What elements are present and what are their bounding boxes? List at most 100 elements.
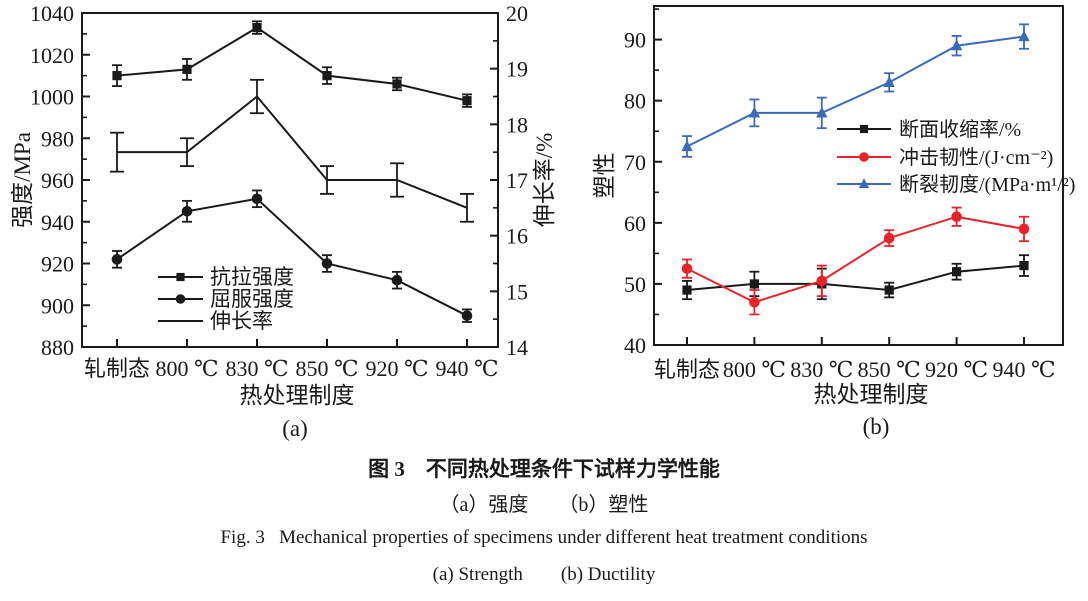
x-tick-label: 800 ℃ [155,356,218,381]
legend-marker [859,152,869,162]
y-tick-label: 18 [506,112,528,137]
series-line [686,35,1025,148]
data-point-marker [681,140,693,152]
caption-en: Fig. 3 Mechanical properties of specimen… [220,526,868,548]
legend-marker [176,272,185,282]
data-point-marker [1019,260,1029,271]
data-point-marker [111,254,123,265]
panel-label: (a) [282,416,308,441]
data-point-marker [392,79,402,89]
data-point-marker [681,263,693,274]
x-tick-label: 850 ℃ [295,356,358,381]
data-point-marker [181,206,193,217]
charts-row: 880 900 920 940 960 980 1000 1020 1040 强度/MPa 14 15… [10,1,1075,441]
data-point-marker [1018,223,1030,235]
y-tick-label: 80 [624,89,646,114]
series-line [117,95,468,209]
series-1 [111,189,473,323]
data-point-marker [749,296,760,308]
y-tick-label: 1040 [30,1,74,26]
data-point-marker [1018,30,1030,42]
y-axis-label-left: 塑性 [592,153,617,199]
x-tick-label: 940 ℃ [435,356,498,381]
y-axis-label-left: 强度/MPa [10,132,35,228]
series-1 [681,206,1030,316]
x-tick-label: 940 ℃ [992,357,1055,382]
caption-cn-sub: （a）强度 （b）塑性 [439,494,649,516]
data-point-marker [182,64,192,74]
legend-label: 断面收缩率/% [899,118,1021,141]
data-point-marker [391,274,403,286]
y-axis-left: 880 900 920 940 960 980 1000 1020 1040 [30,1,90,360]
series-0 [682,254,1029,301]
y-axis-label-right: 伸长率/% [532,133,557,228]
legend-label: 抗拉强度 [210,265,294,289]
data-point-marker [816,275,828,287]
data-point-marker [816,106,828,118]
y-tick-label: 880 [41,335,74,360]
y-tick-label: 900 [41,293,74,318]
y-tick-label: 20 [506,1,528,26]
legend-marker [859,124,869,134]
data-point-marker [682,285,692,295]
chart-a-strength: 880 900 920 940 960 980 1000 1020 1040 强度/MPa 14 15… [10,1,557,441]
x-tick-label: 轧制态 [654,357,720,382]
x-axis-label: 热处理制度 [240,383,355,408]
y-tick-label: 920 [41,252,74,277]
y-tick-label: 50 [624,272,646,297]
caption-en-sub: (a) Strength (b) Ductility [432,564,656,585]
panel-label: (b) [863,414,890,439]
y-axis-left: 40 50 60 70 80 90 [624,8,662,358]
y-tick-label: 1020 [30,43,74,68]
series-line [686,215,1025,304]
data-point-marker [462,96,472,106]
x-axis-label: 热处理制度 [814,382,929,407]
x-tick-label: 830 ℃ [790,357,853,382]
data-point-marker [952,267,962,277]
data-point-marker [251,193,263,205]
series-line [116,26,468,102]
legend: 断面收缩率/% 冲击韧性/(J·cm⁻²) 断裂韧度/(MPa·m¹/²) [837,118,1075,196]
series-0 [112,20,472,108]
legend-label: 伸长率 [210,309,273,333]
series-2 [681,23,1030,158]
figure-caption-block: 图 3 不同热处理条件下试样力学性能 （a）强度 （b）塑性 Fig. 3 Me… [0,450,1088,590]
series-line [686,264,1025,292]
series-line [116,197,468,317]
y-tick-label: 19 [506,57,528,82]
legend-label: 冲击韧性/(J·cm⁻²) [899,146,1053,169]
data-point-marker [461,310,473,321]
y-tick-label: 17 [506,168,528,193]
data-point-marker [321,258,333,269]
y-tick-label: 15 [506,279,528,304]
y-tick-label: 14 [506,335,528,360]
y-tick-label: 980 [41,126,74,151]
y-tick-label: 1000 [30,85,74,110]
legend-marker [175,294,186,304]
data-point-marker [883,232,895,244]
x-tick-label: 轧制态 [84,356,150,381]
data-point-marker [883,76,895,87]
plot-frame [653,5,1064,346]
data-point-marker [112,71,122,81]
x-tick-label: 800 ℃ [723,357,786,382]
legend-label: 断裂韧度/(MPa·m¹/²) [899,173,1075,196]
y-tick-label: 90 [624,28,646,53]
series-2 [110,78,474,223]
legend-marker [858,178,870,189]
y-axis-right: 14 15 16 17 18 19 20 [490,1,528,360]
data-point-marker [951,211,962,223]
data-point-marker [950,39,963,51]
data-point-marker [749,279,759,289]
data-point-marker [884,285,894,295]
y-tick-label: 70 [624,150,646,175]
x-axis: 轧制态 800 ℃ 830 ℃ 850 ℃ 920 ℃ 940 ℃ [84,339,499,381]
data-point-marker [252,23,262,33]
y-tick-label: 60 [624,211,646,236]
x-tick-label: 830 ℃ [225,356,288,381]
x-tick-label: 920 ℃ [925,357,988,382]
y-tick-label: 16 [506,224,528,249]
